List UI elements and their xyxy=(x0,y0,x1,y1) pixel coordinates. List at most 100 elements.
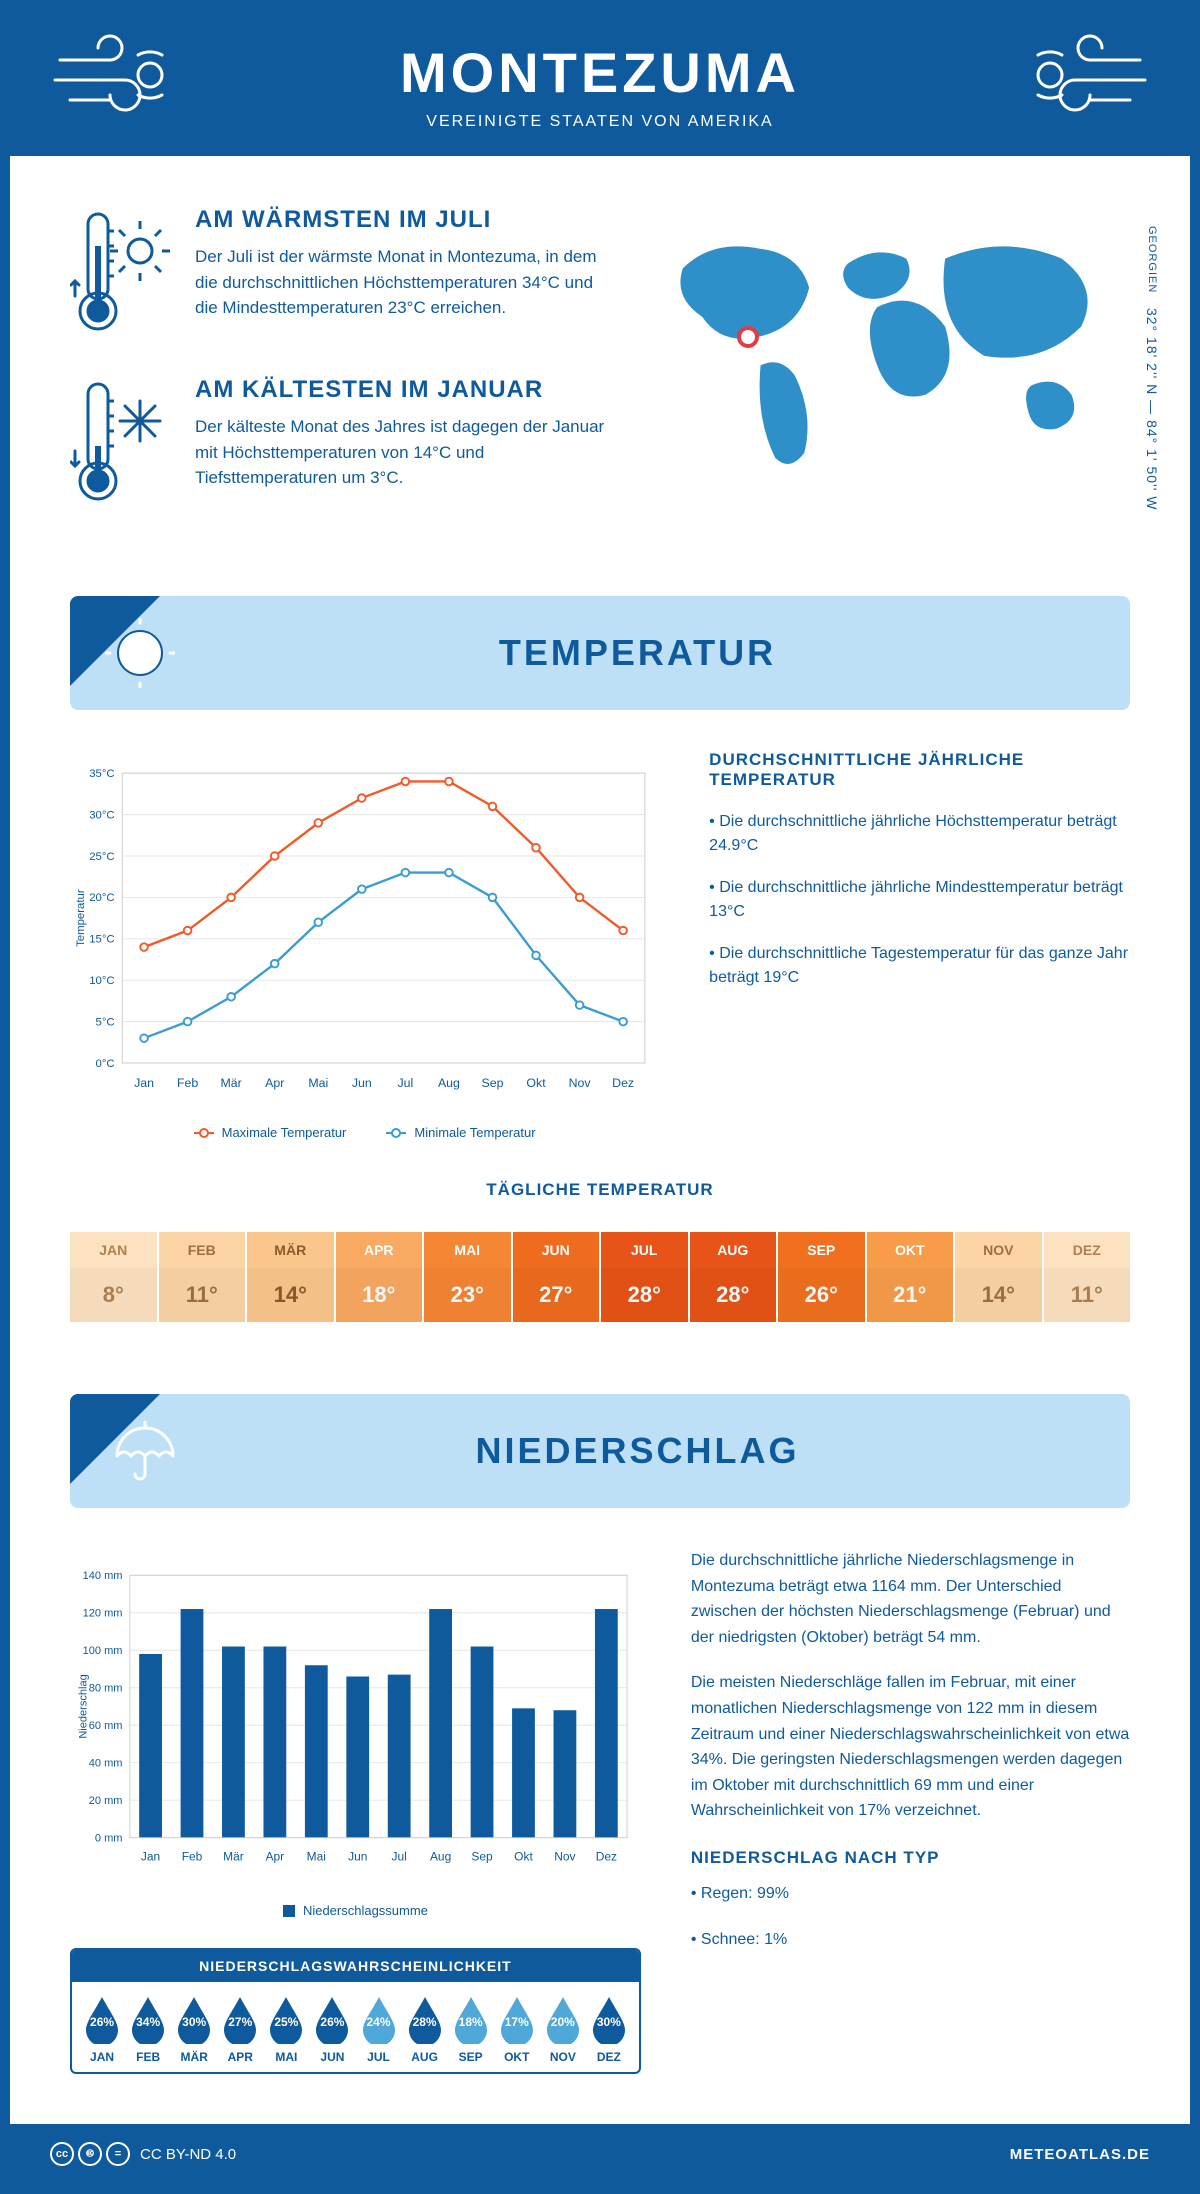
svg-text:100 mm: 100 mm xyxy=(83,1645,123,1657)
svg-text:20°C: 20°C xyxy=(89,892,114,904)
svg-text:Feb: Feb xyxy=(182,1850,203,1864)
svg-text:Mai: Mai xyxy=(307,1850,326,1864)
svg-text:Nov: Nov xyxy=(554,1850,575,1864)
precipitation-header: NIEDERSCHLAG xyxy=(70,1394,1130,1508)
svg-text:Dez: Dez xyxy=(596,1850,617,1864)
svg-text:40 mm: 40 mm xyxy=(89,1757,123,1769)
svg-text:Apr: Apr xyxy=(265,1076,284,1090)
heat-cell: JUL 28° xyxy=(601,1220,690,1334)
svg-text:Aug: Aug xyxy=(430,1850,451,1864)
heat-cell: OKT 21° xyxy=(867,1220,956,1334)
precipitation-text: Die durchschnittliche jährliche Niedersc… xyxy=(691,1548,1130,2074)
prob-cell: 25% MAI xyxy=(264,1994,308,2064)
prob-cell: 34% FEB xyxy=(126,1994,170,2064)
thermometer-hot-icon xyxy=(70,206,170,336)
precipitation-probability: NIEDERSCHLAGSWAHRSCHEINLICHKEIT 26% JAN … xyxy=(70,1948,641,2074)
svg-text:Jul: Jul xyxy=(392,1850,407,1864)
heat-cell: DEZ 11° xyxy=(1044,1220,1131,1334)
svg-text:Nov: Nov xyxy=(569,1076,592,1090)
daily-temp-heatmap: JAN 8° FEB 11° MÄR 14° APR 18° MAI 23° J… xyxy=(70,1220,1130,1334)
header: MONTEZUMA VEREINIGTE STAATEN VON AMERIKA xyxy=(10,10,1190,156)
footer: cc🅭= CC BY-ND 4.0 METEOATLAS.DE xyxy=(10,2124,1190,2184)
svg-text:Jan: Jan xyxy=(141,1850,160,1864)
precipitation-chart: 0 mm 20 mm 40 mm 60 mm 80 mm 100 mm 120 mm 140 … xyxy=(70,1548,641,1918)
page-title: MONTEZUMA xyxy=(30,40,1170,105)
heat-cell: SEP 26° xyxy=(778,1220,867,1334)
svg-text:120 mm: 120 mm xyxy=(83,1607,123,1619)
location-marker xyxy=(737,326,759,348)
heat-cell: MÄR 14° xyxy=(247,1220,336,1334)
prob-cell: 30% DEZ xyxy=(587,1994,631,2064)
page-subtitle: VEREINIGTE STAATEN VON AMERIKA xyxy=(30,113,1170,131)
svg-text:0 mm: 0 mm xyxy=(95,1832,123,1844)
warmest-fact: AM WÄRMSTEN IM JULI Der Juli ist der wär… xyxy=(70,206,604,341)
svg-text:15°C: 15°C xyxy=(89,934,114,946)
prob-cell: 30% MÄR xyxy=(172,1994,216,2064)
svg-text:20 mm: 20 mm xyxy=(89,1795,123,1807)
prob-cell: 18% SEP xyxy=(449,1994,493,2064)
coordinates: GEORGIEN 32° 18' 2'' N — 84° 1' 50'' W xyxy=(1144,226,1160,511)
prob-cell: 20% NOV xyxy=(541,1994,585,2064)
license: cc🅭= CC BY-ND 4.0 xyxy=(50,2142,236,2166)
wind-icon xyxy=(1020,30,1150,120)
prob-cell: 26% JAN xyxy=(80,1994,124,2064)
svg-text:140 mm: 140 mm xyxy=(83,1570,123,1582)
heat-cell: FEB 11° xyxy=(159,1220,248,1334)
svg-text:Niederschlag: Niederschlag xyxy=(78,1674,90,1738)
svg-text:25°C: 25°C xyxy=(89,851,114,863)
svg-text:Jan: Jan xyxy=(134,1076,154,1090)
svg-text:Jun: Jun xyxy=(348,1850,367,1864)
site-name: METEOATLAS.DE xyxy=(1010,2146,1150,2163)
svg-text:Okt: Okt xyxy=(514,1850,533,1864)
svg-text:Temperatur: Temperatur xyxy=(75,889,87,947)
infographic-page: MONTEZUMA VEREINIGTE STAATEN VON AMERIKA xyxy=(0,0,1200,2194)
svg-text:35°C: 35°C xyxy=(89,768,114,780)
svg-text:30°C: 30°C xyxy=(89,809,114,821)
heat-cell: JUN 27° xyxy=(513,1220,602,1334)
prob-cell: 24% JUL xyxy=(356,1994,400,2064)
coldest-fact: AM KÄLTESTEN IM JANUAR Der kälteste Mona… xyxy=(70,376,604,511)
coldest-title: AM KÄLTESTEN IM JANUAR xyxy=(195,376,604,404)
svg-text:80 mm: 80 mm xyxy=(89,1682,123,1694)
sun-icon xyxy=(105,618,175,688)
heat-cell: NOV 14° xyxy=(955,1220,1044,1334)
svg-text:Jul: Jul xyxy=(397,1076,413,1090)
heat-cell: APR 18° xyxy=(336,1220,425,1334)
warmest-title: AM WÄRMSTEN IM JULI xyxy=(195,206,604,234)
warmest-text: Der Juli ist der wärmste Monat in Montez… xyxy=(195,244,604,321)
svg-text:10°C: 10°C xyxy=(89,975,114,987)
svg-text:Okt: Okt xyxy=(526,1076,546,1090)
prob-cell: 26% JUN xyxy=(310,1994,354,2064)
chart-legend: Niederschlagssumme xyxy=(70,1903,641,1918)
temperature-facts: DURCHSCHNITTLICHE JÄHRLICHE TEMPERATUR •… xyxy=(709,750,1130,1140)
svg-text:Aug: Aug xyxy=(438,1076,460,1090)
daily-temp-title: TÄGLICHE TEMPERATUR xyxy=(70,1180,1130,1200)
svg-text:Mai: Mai xyxy=(308,1076,328,1090)
chart-legend: Maximale Temperatur Minimale Temperatur xyxy=(70,1125,659,1140)
svg-text:Apr: Apr xyxy=(266,1850,285,1864)
world-map xyxy=(644,206,1130,491)
heat-cell: JAN 8° xyxy=(70,1220,159,1334)
content: AM WÄRMSTEN IM JULI Der Juli ist der wär… xyxy=(10,156,1190,2124)
prob-cell: 27% APR xyxy=(218,1994,262,2064)
temperature-header: TEMPERATUR xyxy=(70,596,1130,710)
svg-text:Feb: Feb xyxy=(177,1076,198,1090)
prob-cell: 28% AUG xyxy=(403,1994,447,2064)
section-title: TEMPERATUR xyxy=(175,632,1100,674)
heat-cell: AUG 28° xyxy=(690,1220,779,1334)
temperature-chart: 0°C5°C10°C15°C20°C25°C30°C35°CJanFebMärA… xyxy=(70,750,659,1140)
summary-row: AM WÄRMSTEN IM JULI Der Juli ist der wär… xyxy=(70,206,1130,546)
coldest-text: Der kälteste Monat des Jahres ist dagege… xyxy=(195,414,604,491)
heat-cell: MAI 23° xyxy=(424,1220,513,1334)
svg-text:0°C: 0°C xyxy=(96,1058,115,1070)
svg-text:Sep: Sep xyxy=(471,1850,493,1864)
section-title: NIEDERSCHLAG xyxy=(175,1430,1100,1472)
svg-text:Dez: Dez xyxy=(612,1076,634,1090)
svg-text:Mär: Mär xyxy=(221,1076,242,1090)
svg-text:60 mm: 60 mm xyxy=(89,1720,123,1732)
thermometer-cold-icon xyxy=(70,376,170,506)
svg-text:Mär: Mär xyxy=(223,1850,244,1864)
svg-text:Jun: Jun xyxy=(352,1076,372,1090)
wind-icon xyxy=(50,30,180,120)
svg-text:Sep: Sep xyxy=(481,1076,503,1090)
